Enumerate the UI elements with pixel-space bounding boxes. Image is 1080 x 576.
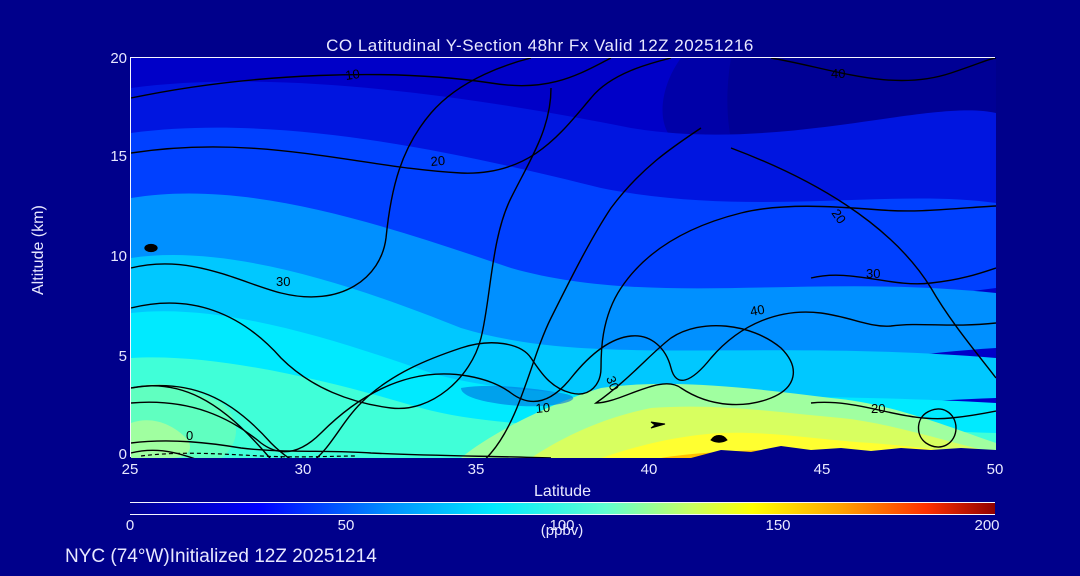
x-tick-30: 30 xyxy=(283,461,323,478)
svg-text:20: 20 xyxy=(871,401,885,416)
svg-text:40: 40 xyxy=(749,302,766,319)
x-tick-45: 45 xyxy=(802,461,842,478)
x-axis-label: Latitude xyxy=(130,483,995,501)
cb-tick-4: 200 xyxy=(974,517,999,534)
root-container: CO Latitudinal Y-Section 48hr Fx Valid 1… xyxy=(0,0,1080,576)
cb-tick-0: 0 xyxy=(126,517,134,534)
svg-text:30: 30 xyxy=(276,274,290,289)
y-axis-label: Altitude (km) xyxy=(30,150,50,350)
svg-text:40: 40 xyxy=(831,66,845,81)
colorbar-gradient xyxy=(130,502,995,515)
contour-plot-area[interactable]: 10 40 20 20 30 30 30 xyxy=(130,57,995,457)
svg-text:10: 10 xyxy=(535,400,551,416)
x-tick-40: 40 xyxy=(629,461,669,478)
svg-text:30: 30 xyxy=(866,266,880,281)
colorbar-container: 0 50 100 150 200 (ppbv) xyxy=(130,502,995,533)
svg-text:20: 20 xyxy=(430,153,446,169)
x-tick-50: 50 xyxy=(975,461,1015,478)
y-tick-15: 15 xyxy=(95,148,127,165)
chart-title: CO Latitudinal Y-Section 48hr Fx Valid 1… xyxy=(0,36,1080,56)
cb-tick-1: 50 xyxy=(338,517,355,534)
svg-text:10: 10 xyxy=(344,66,360,83)
y-tick-10: 10 xyxy=(95,248,127,265)
cb-tick-3: 150 xyxy=(765,517,790,534)
svg-text:0: 0 xyxy=(186,428,193,443)
x-tick-35: 35 xyxy=(456,461,496,478)
footer-label: NYC (74°W)Initialized 12Z 20251214 xyxy=(65,546,377,568)
y-tick-5: 5 xyxy=(95,348,127,365)
colorbar-unit-label: (ppbv) xyxy=(541,522,584,539)
contour-plot-svg: 10 40 20 20 30 30 30 xyxy=(131,58,996,458)
y-tick-20: 20 xyxy=(95,50,127,67)
x-tick-25: 25 xyxy=(110,461,150,478)
